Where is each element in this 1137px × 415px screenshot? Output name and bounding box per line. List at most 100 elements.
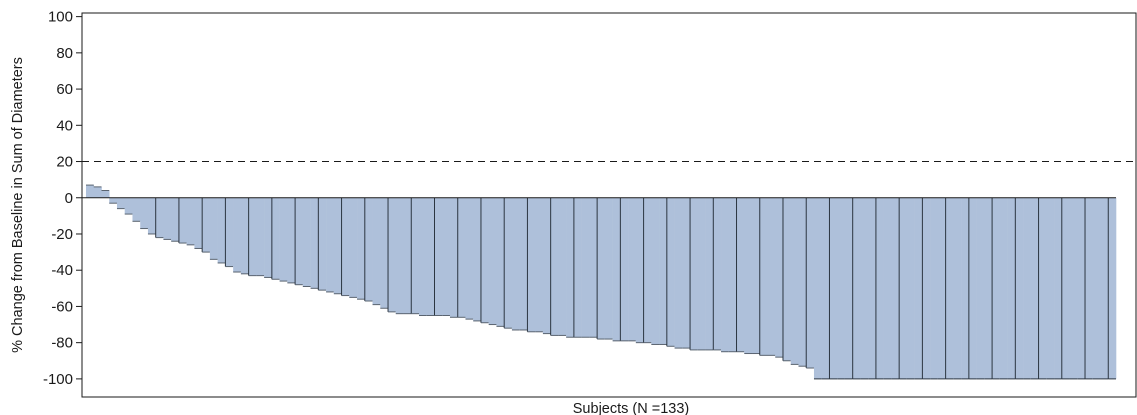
- y-tick-label: -40: [51, 262, 73, 279]
- bars: [82, 184, 1117, 380]
- bar: [465, 197, 474, 320]
- bar: [1061, 197, 1070, 379]
- bar: [697, 197, 706, 350]
- bar: [682, 197, 691, 349]
- bar: [116, 197, 126, 209]
- bar: [937, 197, 946, 379]
- bar: [961, 197, 970, 379]
- y-axis-ticks: 100 80 60 40 20 0 -20 -40 -60 -80 -100: [43, 9, 82, 388]
- bar: [279, 197, 288, 282]
- bar: [775, 197, 784, 358]
- bar: [357, 197, 366, 300]
- bar: [798, 197, 807, 367]
- bar: [999, 197, 1008, 379]
- bar: [891, 197, 900, 379]
- bar: [914, 197, 923, 379]
- bar: [449, 197, 459, 318]
- bar: [264, 197, 273, 278]
- bar: [511, 197, 520, 330]
- bar: [566, 197, 575, 338]
- bar: [488, 197, 497, 325]
- bar: [806, 197, 815, 369]
- bar: [790, 197, 799, 365]
- bar: [597, 197, 606, 340]
- y-tick-label: -60: [51, 298, 73, 315]
- bar: [767, 197, 776, 356]
- bar: [186, 197, 195, 245]
- y-axis-label: % Change from Baseline in Sum of Diamete…: [10, 57, 26, 353]
- y-tick-label: 20: [56, 154, 73, 171]
- bar: [705, 197, 714, 350]
- bar: [473, 197, 482, 321]
- bar: [295, 197, 304, 285]
- bar: [349, 197, 358, 298]
- bar: [434, 197, 443, 316]
- bar: [380, 197, 389, 309]
- bar: [930, 197, 939, 379]
- bar: [976, 197, 985, 379]
- bar: [1100, 197, 1109, 379]
- bar: [1023, 197, 1032, 379]
- bar: [457, 197, 466, 318]
- bar: [821, 197, 830, 379]
- bar: [302, 197, 311, 287]
- bar: [496, 197, 505, 327]
- bar: [558, 197, 567, 336]
- bar: [1092, 197, 1101, 379]
- bar: [109, 197, 118, 204]
- bar: [604, 197, 613, 340]
- bar: [1108, 197, 1117, 379]
- bar: [721, 197, 730, 352]
- bar: [93, 186, 102, 198]
- bar: [728, 197, 737, 352]
- bar: [403, 197, 412, 314]
- bar: [1046, 197, 1055, 379]
- bar: [744, 197, 753, 354]
- bar: [372, 197, 381, 305]
- bar: [883, 197, 892, 379]
- bar: [426, 197, 435, 316]
- bar: [326, 197, 335, 292]
- bar: [573, 197, 582, 338]
- bar: [442, 197, 451, 316]
- bar: [163, 197, 172, 240]
- bar: [659, 197, 668, 345]
- bar: [504, 197, 513, 329]
- bar: [620, 197, 629, 341]
- bar: [542, 197, 551, 334]
- bar: [124, 197, 133, 215]
- bar: [922, 197, 931, 379]
- bar: [171, 197, 180, 242]
- bar: [140, 197, 149, 229]
- bar: [155, 197, 164, 238]
- bar: [411, 197, 420, 314]
- bar: [860, 197, 869, 379]
- bar: [844, 197, 853, 379]
- y-tick-label: 0: [65, 190, 73, 207]
- bar: [852, 197, 861, 379]
- bar: [101, 190, 110, 198]
- bar: [690, 197, 699, 350]
- bar: [1015, 197, 1024, 379]
- y-tick-label: 100: [48, 9, 73, 26]
- bar: [643, 197, 652, 343]
- bar: [248, 197, 257, 276]
- bar: [519, 197, 528, 330]
- bar: [1054, 197, 1063, 379]
- bar: [333, 197, 342, 294]
- bar: [209, 197, 218, 260]
- bar: [968, 197, 977, 379]
- bar: [1077, 197, 1086, 379]
- bar: [419, 197, 428, 316]
- x-axis-label: Subjects (N =133): [573, 401, 689, 415]
- bar: [635, 197, 644, 343]
- bar: [899, 197, 908, 379]
- bar: [217, 197, 226, 263]
- bar: [233, 197, 242, 273]
- bar: [364, 197, 373, 301]
- y-tick-label: 60: [56, 81, 73, 98]
- bar: [86, 185, 95, 198]
- bar: [132, 197, 141, 222]
- bar: [713, 197, 722, 350]
